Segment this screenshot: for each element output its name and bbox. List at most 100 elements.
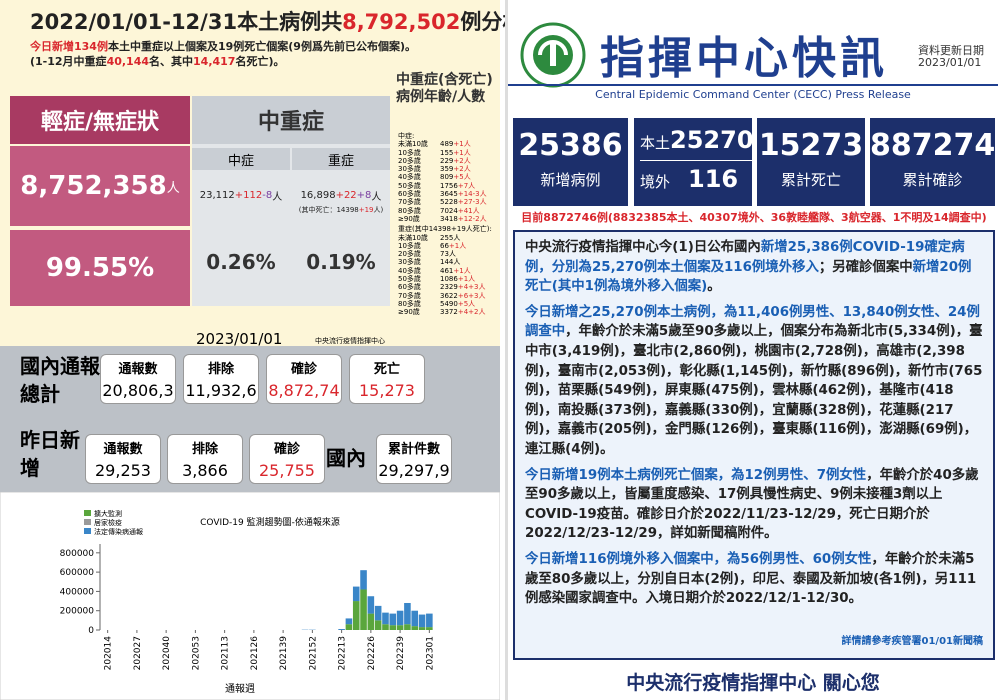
text-segment: 今日新增之25,270例本土病例，為11,406例男性、13,840例女性、24… — [525, 304, 980, 340]
stat-box: 累計件數 29,297,9 — [376, 434, 452, 484]
date-label: 資料更新日期 — [918, 44, 984, 57]
age-row: 70多歲 5228+27-3人 — [398, 198, 498, 206]
paragraph: 今日新增116例境外移入個案中，為56例男性、60例女性，年齡介於未滿5歲至80… — [525, 550, 983, 609]
age-count: 1086 — [440, 275, 458, 284]
text-segment: 今日新增19例本土病例死亡個案，為12例男性、7例女性 — [525, 467, 867, 483]
text-segment: +22 — [335, 190, 357, 201]
press-footer: 中央流行疫情指揮中心 關心您 — [626, 672, 880, 694]
text-segment: 2022/01/01-12/31本土病例共 — [30, 10, 343, 34]
y-tick-label: 800000 — [60, 549, 95, 559]
text-segment: 16,898 — [300, 190, 336, 201]
age-table: 中症: 未滿10歲 489+1人 10多歲 155+1人 20多歲 229+2人 30多歲 35… — [398, 130, 498, 317]
text-segment: 名死亡)。 — [235, 55, 285, 68]
age-delta: +41人 — [457, 206, 480, 215]
age-row: 80多歲 7024+41人 — [398, 207, 498, 215]
stat-value: 25270 — [670, 126, 754, 154]
text-segment: 今日新增134例 — [30, 40, 108, 53]
age-delta: +1人 — [457, 275, 476, 284]
age-count: 3645 — [440, 190, 458, 199]
age-row: 50多歲 1086+1人 — [398, 275, 498, 283]
age-group-label: 重症(其中14398+19人死亡): — [398, 225, 492, 234]
age: 30多歲 — [398, 165, 421, 174]
bar-segment — [345, 624, 353, 630]
severe-header: 中重症 — [192, 96, 390, 144]
paragraph: 今日新增19例本土病例死亡個案，為12例男性、7例女性，年齡介於40多歲至90多… — [525, 466, 983, 544]
box-label: 通報數 — [118, 362, 158, 377]
box-value: 11,932,6 — [185, 381, 257, 400]
divider — [508, 84, 998, 86]
age-count: 2329 — [440, 283, 458, 292]
press-panel: 指揮中心快訊 資料更新日期 2023/01/01 Central Epidemi… — [505, 0, 1000, 700]
bar-segment — [360, 589, 367, 630]
age: 40多歲 — [398, 266, 421, 275]
age-delta: +1人 — [453, 140, 471, 149]
text-segment: ，年齡介於未滿5歲至80多歲以上，分別自日本(2例)，印尼、泰國及新加坡(各1例… — [525, 551, 977, 607]
age-count: 155 — [440, 148, 454, 157]
text-segment: +8 — [356, 190, 372, 201]
bar-segment — [367, 613, 375, 630]
age: 40多歲 — [398, 173, 421, 182]
stat-label: 新增病例 — [540, 171, 601, 189]
age-count: 5490 — [440, 299, 458, 308]
daily-label: 昨日新增 — [20, 428, 80, 480]
age-row: 40多歲 809+5人 — [398, 173, 498, 181]
age-delta: +1人 — [453, 148, 471, 157]
age: 60多歲 — [398, 190, 421, 199]
moderate-pct: 0.26% — [206, 250, 276, 274]
age-row: 20多歲 73人 — [398, 250, 498, 258]
x-tick-label: 202139 — [279, 636, 289, 671]
age: 80多歲 — [398, 299, 421, 308]
age: 50多歲 — [398, 275, 421, 284]
text-segment: 。 — [707, 279, 721, 295]
report-panel: 2022/01/01-12/31本土病例共8,792,502例分析 今日新增13… — [0, 0, 523, 348]
mild-count: 8,752,358 人 — [10, 146, 190, 226]
stat-card: 25386 新增病例 — [513, 118, 628, 206]
age: 30多歲 — [398, 258, 421, 267]
age-delta: +1人 — [453, 266, 471, 275]
box-value: 29,297,9 — [378, 461, 450, 480]
age-delta: +12-2人 — [457, 214, 487, 223]
age-title: 中重症(含死亡)病例年齡/人數 — [396, 72, 493, 105]
text-segment: 14,417 — [193, 55, 236, 68]
legend-label: 法定傳染病通報 — [94, 527, 143, 536]
text-segment: ；另確診個案中 — [818, 259, 913, 275]
text-segment: ，年齡介於未滿5歲至90多歲以上，個案分布為新北市(5,334例)，臺中市(3,… — [525, 324, 983, 457]
box-label: 通報數 — [103, 442, 143, 457]
text-segment: (1-12月中重症 — [30, 55, 107, 68]
stat-row: 境外 116 — [640, 160, 752, 193]
chart: COVID-19 監測趨勢圖-依通報來源 通報週 0 200000 400000 60… — [0, 492, 500, 700]
legend-swatch — [84, 519, 91, 525]
legend-swatch — [84, 510, 91, 516]
stat-value: 15273 — [758, 128, 864, 163]
report-subtitle: (1-12月中重症40,144名、其中14,417名死亡)。 — [30, 53, 285, 69]
age-row: 30多歲 144人 — [398, 258, 498, 266]
x-tick-label: 202040 — [162, 636, 172, 671]
stat-box: 確診 25,755 — [249, 434, 325, 484]
stat-box: 死亡 15,273 — [349, 354, 425, 404]
bar-segment — [389, 625, 397, 630]
age-row: 20多歲 229+2人 — [398, 157, 498, 165]
x-tick-label: 202239 — [396, 636, 406, 671]
age-count: 255人 — [440, 233, 461, 242]
text-segment: 今日新增116例境外移入個案中，為56例男性、60例女性 — [525, 551, 872, 567]
age-delta: +4+3人 — [457, 283, 486, 292]
age-row: 60多歲 3645+14-3人 — [398, 190, 498, 198]
box-label: 排除 — [191, 442, 218, 457]
summary: 目前8872746例(8832385本土、40307境外、36敦睦艦隊、3航空器… — [521, 211, 987, 224]
bar-segment — [396, 625, 404, 630]
text-segment: -8 — [262, 190, 273, 201]
x-tick-label: 202027 — [133, 636, 143, 670]
stat-box: 排除 3,866 — [167, 434, 243, 484]
critical-label: 重症 — [292, 148, 390, 170]
count: 8,752,358 — [20, 171, 167, 201]
date: 2023/01/01 — [918, 56, 982, 69]
y-tick-label: 200000 — [60, 607, 95, 617]
text-segment: +112 — [234, 190, 263, 201]
stat-box: 確診 8,872,74 — [266, 354, 342, 404]
age-delta: +2人 — [453, 156, 471, 165]
y-tick-label: 0 — [88, 626, 94, 636]
logo — [520, 22, 586, 88]
paragraph: 今日新增之25,270例本土病例，為11,406例男性、13,840例女性、24… — [525, 303, 983, 460]
bar-segment — [404, 624, 411, 630]
